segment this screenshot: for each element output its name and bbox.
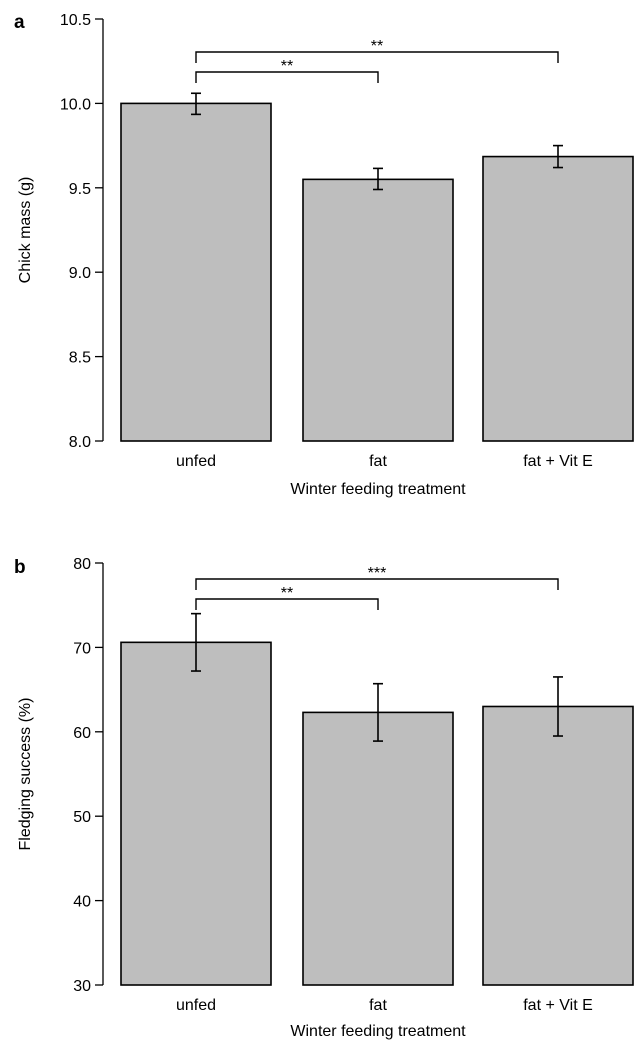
bar	[302, 711, 454, 986]
significance-bracket	[195, 598, 379, 610]
x-tick-label: fat	[369, 997, 387, 1014]
y-tick-label: 8.5	[69, 350, 91, 367]
y-tick-label: 80	[73, 556, 91, 573]
y-tick-label: 40	[73, 894, 91, 911]
panel-a-x-axis-label: Winter feeding treatment	[290, 481, 466, 498]
y-tick-label: 9.0	[69, 265, 91, 282]
significance-label: **	[281, 58, 293, 75]
panel-a-letter: a	[14, 12, 25, 33]
y-tick-label: 30	[73, 978, 91, 995]
y-tick-label: 9.5	[69, 181, 91, 198]
significance-label: ***	[368, 565, 387, 582]
panel-a-y-axis-label: Chick mass (g)	[17, 177, 34, 284]
y-tick-label: 10.0	[60, 96, 91, 113]
y-tick-label: 70	[73, 640, 91, 657]
x-tick-label: unfed	[176, 997, 216, 1014]
x-tick-label: unfed	[176, 453, 216, 470]
bar	[120, 641, 272, 986]
panel-a-chart: a Chick mass (g) Winter feeding treatmen…	[14, 12, 634, 498]
panel-b-chart: b Fledging success (%) Winter feeding tr…	[14, 556, 634, 1040]
significance-bracket	[195, 578, 559, 590]
y-tick-label: 8.0	[69, 434, 91, 451]
significance-bracket	[195, 51, 559, 63]
panel-b-y-axis-label: Fledging success (%)	[17, 698, 34, 851]
panel-a-significance: ** **	[195, 38, 559, 83]
bar	[482, 155, 634, 442]
y-tick-label: 60	[73, 725, 91, 742]
panel-a-bars: unfed fat fat + Vit E	[120, 92, 634, 470]
panel-b-axes: 30 40 50 60 70 80	[73, 556, 104, 995]
x-tick-label: fat	[369, 453, 387, 470]
x-tick-label: fat + Vit E	[523, 453, 593, 470]
x-tick-label: fat + Vit E	[523, 997, 593, 1014]
y-tick-label: 50	[73, 809, 91, 826]
bar	[482, 705, 634, 986]
significance-bracket	[195, 71, 379, 83]
bar	[120, 102, 272, 442]
panel-b-x-axis-label: Winter feeding treatment	[290, 1023, 466, 1040]
significance-label: **	[281, 585, 293, 602]
panel-b-significance: *****	[195, 565, 559, 610]
panel-b-letter: b	[14, 557, 26, 578]
significance-label: **	[371, 38, 383, 55]
panel-a-axes: 8.0 8.5 9.0 9.5 10.0 10.5	[60, 12, 104, 451]
panel-b-bars: unfed fat fat + Vit E	[120, 612, 634, 1014]
y-tick-label: 10.5	[60, 12, 91, 29]
bar	[302, 178, 454, 442]
